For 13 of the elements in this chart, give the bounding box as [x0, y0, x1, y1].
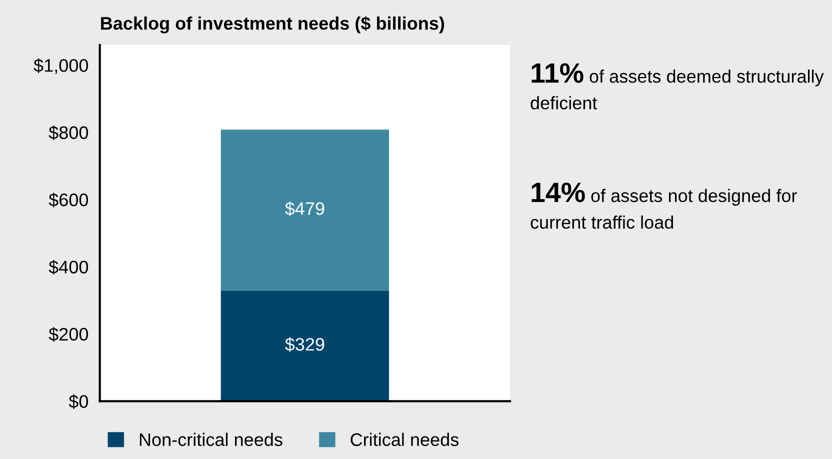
y-tick-label: $800 [48, 126, 88, 140]
y-tick-label: $600 [48, 192, 88, 208]
y-tick-label: $1,000 [34, 58, 88, 74]
y-tick-label: $200 [48, 327, 88, 342]
legend-label: Non-critical needs [140, 432, 282, 446]
data-label: $329 [285, 337, 324, 352]
y-tick-label: $0 [68, 394, 88, 409]
y-tick-label: $400 [48, 260, 88, 275]
legend-label: Critical needs [350, 432, 458, 446]
text: 11% of assets deemed structurally deficient [530, 63, 824, 110]
data-label: $479 [285, 201, 324, 216]
text: 14% of assets not designed for current traffic load [530, 182, 797, 229]
chart-title: Backlog of investment needs ($ billions) [101, 16, 444, 34]
